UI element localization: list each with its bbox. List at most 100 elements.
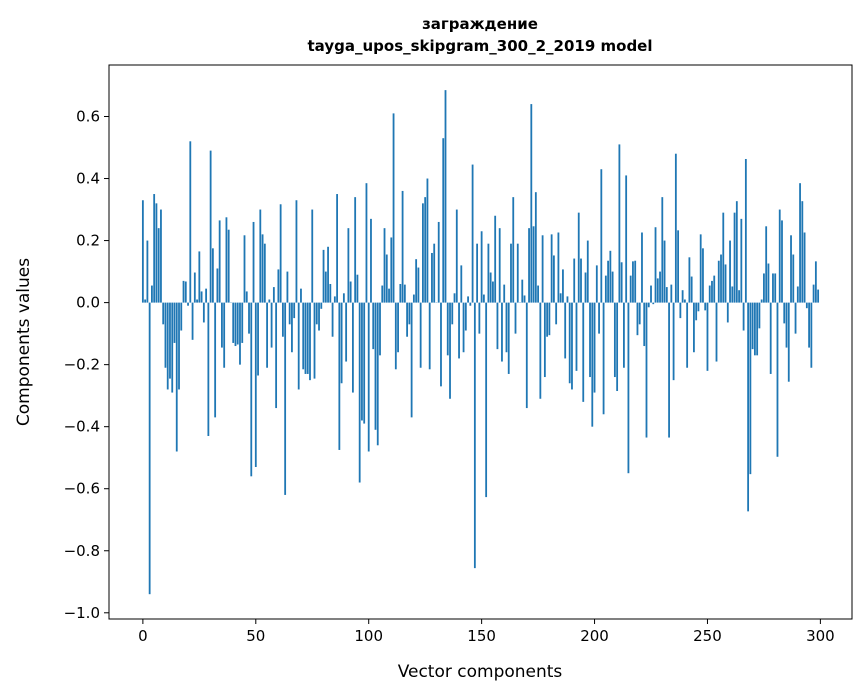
bar-115 bbox=[402, 191, 404, 303]
bar-215 bbox=[628, 303, 630, 474]
bar-159 bbox=[501, 303, 503, 362]
bar-86 bbox=[336, 194, 338, 303]
bar-101 bbox=[370, 219, 372, 303]
bar-33 bbox=[216, 268, 218, 302]
bar-176 bbox=[539, 303, 541, 399]
bar-248 bbox=[702, 248, 704, 302]
y-tick-label: −0.2 bbox=[64, 356, 100, 374]
bar-151 bbox=[483, 295, 485, 303]
chart-subtitle: tayga_upos_skipgram_300_2_2019 model bbox=[308, 37, 653, 55]
y-tick-label: −0.4 bbox=[64, 418, 100, 436]
bar-78 bbox=[318, 303, 320, 331]
bar-231 bbox=[664, 241, 666, 303]
bar-121 bbox=[415, 259, 417, 302]
bar-163 bbox=[510, 244, 512, 303]
bar-97 bbox=[361, 303, 363, 421]
bar-124 bbox=[422, 203, 424, 302]
bar-54 bbox=[264, 244, 266, 303]
bar-77 bbox=[316, 303, 318, 325]
bar-51 bbox=[257, 303, 259, 376]
plot-frame bbox=[109, 65, 852, 619]
bar-57 bbox=[271, 303, 273, 348]
bar-149 bbox=[478, 303, 480, 334]
bar-292 bbox=[801, 201, 803, 302]
bar-154 bbox=[490, 273, 492, 303]
bar-142 bbox=[463, 303, 465, 353]
bar-135 bbox=[447, 303, 449, 356]
bar-265 bbox=[740, 219, 742, 303]
bar-197 bbox=[587, 241, 589, 303]
bar-228 bbox=[657, 278, 659, 302]
bar-161 bbox=[506, 303, 508, 353]
bar-295 bbox=[808, 303, 810, 348]
bar-178 bbox=[544, 303, 546, 377]
bar-5 bbox=[153, 194, 155, 303]
bar-140 bbox=[458, 303, 460, 359]
bar-253 bbox=[713, 276, 715, 303]
y-tick-label: −0.8 bbox=[64, 542, 100, 560]
bar-49 bbox=[253, 222, 255, 303]
bar-75 bbox=[311, 210, 313, 303]
bar-250 bbox=[707, 303, 709, 371]
bar-240 bbox=[684, 300, 686, 303]
bar-280 bbox=[774, 273, 776, 302]
bar-59 bbox=[275, 303, 277, 408]
bar-267 bbox=[745, 159, 747, 303]
bar-170 bbox=[526, 303, 528, 408]
bar-47 bbox=[248, 303, 250, 334]
bar-260 bbox=[729, 241, 731, 303]
y-tick-label: 0.6 bbox=[76, 107, 100, 125]
bar-188 bbox=[567, 296, 569, 302]
bar-1 bbox=[144, 300, 146, 303]
y-axis: 0.60.40.20.0−0.2−0.4−0.6−0.8−1.0 bbox=[64, 107, 109, 621]
bar-298 bbox=[815, 261, 817, 302]
bar-10 bbox=[165, 303, 167, 368]
bar-237 bbox=[677, 230, 679, 302]
bar-104 bbox=[377, 303, 379, 446]
bar-241 bbox=[686, 303, 688, 368]
bar-79 bbox=[320, 303, 322, 309]
bar-150 bbox=[481, 231, 483, 302]
bar-193 bbox=[578, 213, 580, 303]
bar-252 bbox=[711, 281, 713, 303]
bar-82 bbox=[327, 247, 329, 303]
bar-275 bbox=[763, 273, 765, 302]
bar-61 bbox=[280, 204, 282, 302]
bar-48 bbox=[250, 303, 252, 477]
bar-263 bbox=[736, 201, 738, 302]
bar-4 bbox=[151, 286, 153, 303]
bar-118 bbox=[408, 303, 410, 325]
bar-172 bbox=[530, 104, 532, 303]
bar-40 bbox=[232, 303, 234, 343]
bar-282 bbox=[779, 210, 781, 303]
bar-99 bbox=[366, 183, 368, 302]
bar-116 bbox=[404, 285, 406, 303]
bar-29 bbox=[207, 303, 209, 436]
bar-91 bbox=[347, 228, 349, 302]
bar-107 bbox=[384, 228, 386, 302]
bar-264 bbox=[738, 290, 740, 302]
bar-278 bbox=[770, 303, 772, 374]
bar-175 bbox=[537, 286, 539, 303]
bar-144 bbox=[467, 296, 469, 302]
chart-title: заграждение bbox=[422, 15, 538, 33]
bar-63 bbox=[284, 303, 286, 495]
bar-147 bbox=[474, 303, 476, 569]
bar-184 bbox=[558, 233, 560, 303]
x-tick-label: 0 bbox=[138, 627, 148, 645]
bar-129 bbox=[433, 244, 435, 303]
bar-24 bbox=[196, 300, 198, 303]
bar-110 bbox=[390, 237, 392, 302]
bar-42 bbox=[237, 303, 239, 345]
x-tick-label: 150 bbox=[467, 627, 496, 645]
bar-35 bbox=[221, 303, 223, 348]
bar-98 bbox=[363, 303, 365, 424]
bar-186 bbox=[562, 269, 564, 302]
bar-251 bbox=[709, 286, 711, 303]
bar-45 bbox=[244, 235, 246, 302]
bar-286 bbox=[788, 303, 790, 382]
bar-123 bbox=[420, 303, 422, 368]
bar-76 bbox=[314, 303, 316, 379]
bar-72 bbox=[305, 303, 307, 374]
